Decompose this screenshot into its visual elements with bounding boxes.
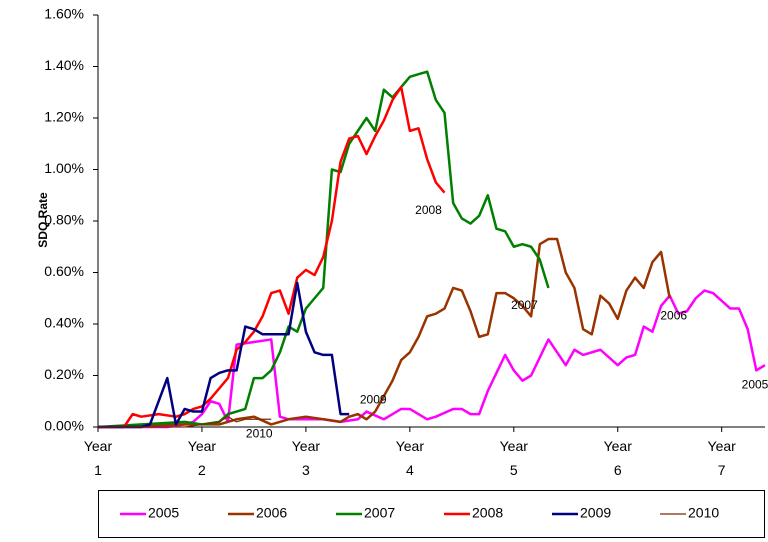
y-tick-label: 1.40% xyxy=(44,57,84,73)
legend-label: 2006 xyxy=(256,505,287,521)
x-tick-label: Year 6 xyxy=(603,438,632,478)
annotation: 2007 xyxy=(511,298,538,312)
series-line xyxy=(98,416,272,428)
legend-label: 2010 xyxy=(688,505,719,521)
legend-label: 2007 xyxy=(364,505,395,521)
legend-box xyxy=(98,490,765,538)
series-line xyxy=(98,281,350,429)
x-tick-label: Year 1 xyxy=(83,438,113,478)
x-tick-label: Year 4 xyxy=(395,438,424,478)
annotation: 2005 xyxy=(742,377,768,391)
x-tick-label: Year 2 xyxy=(187,438,217,478)
annotation: 2010 xyxy=(246,426,273,440)
legend-label: 2005 xyxy=(148,505,179,521)
y-tick-label: 0.40% xyxy=(44,315,84,331)
y-tick-label: 0.80% xyxy=(44,212,84,228)
annotation: 2009 xyxy=(360,392,387,406)
x-tick-label: Year 7 xyxy=(707,438,736,478)
annotation: 2008 xyxy=(415,203,442,217)
y-tick-label: 0.60% xyxy=(44,263,84,279)
x-tick-label: Year 3 xyxy=(291,438,321,478)
legend-label: 2008 xyxy=(472,505,503,521)
y-tick-label: 1.60% xyxy=(44,6,84,22)
y-tick-label: 0.00% xyxy=(44,418,84,434)
y-tick-label: 1.20% xyxy=(44,109,84,125)
x-tick-label: Year 5 xyxy=(499,438,528,478)
y-tick-label: 1.00% xyxy=(44,160,84,176)
annotation: 2006 xyxy=(660,308,687,322)
series-line xyxy=(97,237,671,429)
y-tick-label: 0.20% xyxy=(44,366,84,382)
series-line xyxy=(98,289,766,429)
legend-label: 2009 xyxy=(580,505,611,521)
series-line xyxy=(98,85,446,429)
y-axis-label: SDQ Rate xyxy=(36,192,50,248)
series-line xyxy=(97,70,550,429)
